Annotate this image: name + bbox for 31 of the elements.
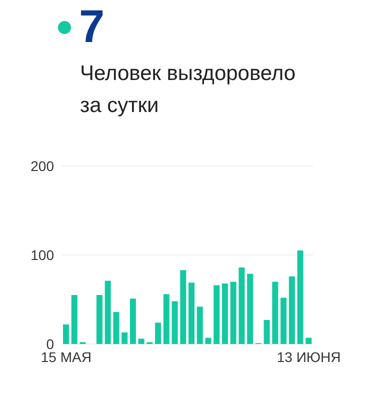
bar (155, 322, 162, 344)
bar (247, 274, 254, 344)
y-tick-label: 200 (30, 158, 54, 174)
bar (122, 332, 128, 344)
bar (306, 338, 312, 344)
bar (180, 270, 186, 344)
bar (280, 298, 287, 344)
bar (222, 283, 228, 344)
x-tick-label: 13 ИЮНЯ (276, 348, 341, 365)
y-tick-label: 100 (30, 246, 54, 263)
bar (71, 295, 78, 344)
bar (163, 294, 170, 344)
bar (130, 298, 136, 344)
bar (264, 320, 270, 344)
chart-title: 7 (79, 0, 105, 52)
bar (238, 267, 245, 344)
bar (138, 338, 144, 344)
bar (205, 338, 212, 344)
chart-subtitle: Человек выздоровело за сутки (80, 61, 297, 119)
bar (172, 301, 178, 344)
bar (272, 282, 278, 344)
bar (288, 276, 295, 344)
bar (230, 282, 236, 344)
bar (104, 280, 111, 344)
bar (96, 295, 102, 344)
bar (63, 324, 69, 344)
bar (214, 285, 220, 344)
bar (113, 312, 120, 344)
bar (196, 306, 203, 344)
bar (188, 282, 194, 344)
bar (297, 250, 304, 344)
